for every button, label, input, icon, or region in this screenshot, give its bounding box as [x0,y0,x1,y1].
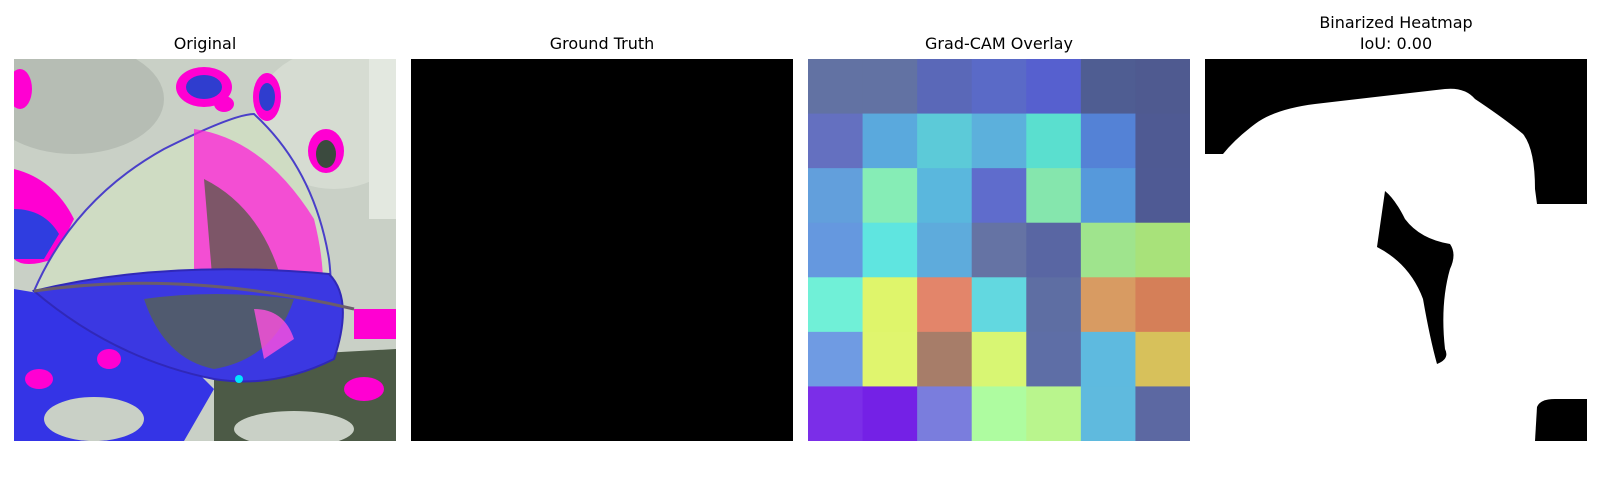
binarized-title: Binarized Heatmap [1319,13,1473,32]
gradcam-cell [862,168,918,224]
gradcam-cell [862,331,918,387]
gradcam-cell [808,222,864,278]
gradcam-cell [1135,113,1190,169]
gradcam-cell [1026,168,1082,224]
original-title: Original [173,34,237,53]
gradcam-cell [1080,277,1136,333]
gradcam-cell [862,277,918,333]
gradcam-cell [1080,386,1136,441]
gradcam-cell [1026,59,1082,115]
gradcam-cell [862,222,918,278]
gradcam-cell [808,113,864,169]
gradcam-cell [862,59,918,115]
gradcam-cell [971,277,1027,333]
gradcam-cell [1026,277,1082,333]
gradcam-cell [971,386,1027,441]
gradcam-cell [917,113,973,169]
binarized-image [1205,59,1587,441]
gradcam-cell [917,59,973,115]
gradcam-cell [1135,386,1190,441]
gradcam-title: Grad-CAM Overlay [925,34,1073,53]
gradcam-panel: Grad-CAM Overlay [808,0,1190,500]
gradcam-cell [862,113,918,169]
gradcam-cell [862,386,918,441]
gradcam-cell [1080,331,1136,387]
gradcam-cell [917,386,973,441]
original-image [14,59,396,441]
gradcam-cell [808,277,864,333]
gradcam-cell [1135,168,1190,224]
gradcam-cell [808,59,864,115]
gradcam-cell [971,168,1027,224]
gradcam-cell [1080,222,1136,278]
gradcam-cell [971,113,1027,169]
gradcam-grid [808,59,1190,441]
gradcam-cell [1080,168,1136,224]
gradcam-cell [808,386,864,441]
binarized-panel: Binarized Heatmap IoU: 0.00 [1205,0,1587,500]
gradcam-cell [1026,331,1082,387]
gradcam-cell [971,331,1027,387]
gradcam-cell [1135,222,1190,278]
gradcam-cell [1135,277,1190,333]
gradcam-cell [1026,113,1082,169]
gradcam-cell [808,168,864,224]
gradcam-cell [971,59,1027,115]
ground-truth-title: Ground Truth [549,34,655,53]
gradcam-cell [1080,59,1136,115]
gradcam-image [808,59,1190,441]
gradcam-cell [808,331,864,387]
iou-label: IoU: 0.00 [1359,34,1433,53]
gradcam-cell [1026,222,1082,278]
ground-truth-image [411,59,793,441]
gradcam-cell [971,222,1027,278]
gradcam-cell [917,277,973,333]
gradcam-cell [917,331,973,387]
gradcam-cell [1080,113,1136,169]
original-panel: Original [14,0,396,500]
gradcam-cell [1135,59,1190,115]
gradcam-cell [1026,386,1082,441]
gradcam-cell [917,168,973,224]
gradcam-cell [1135,331,1190,387]
ground-truth-panel: Ground Truth [411,0,793,500]
gradcam-cell [917,222,973,278]
